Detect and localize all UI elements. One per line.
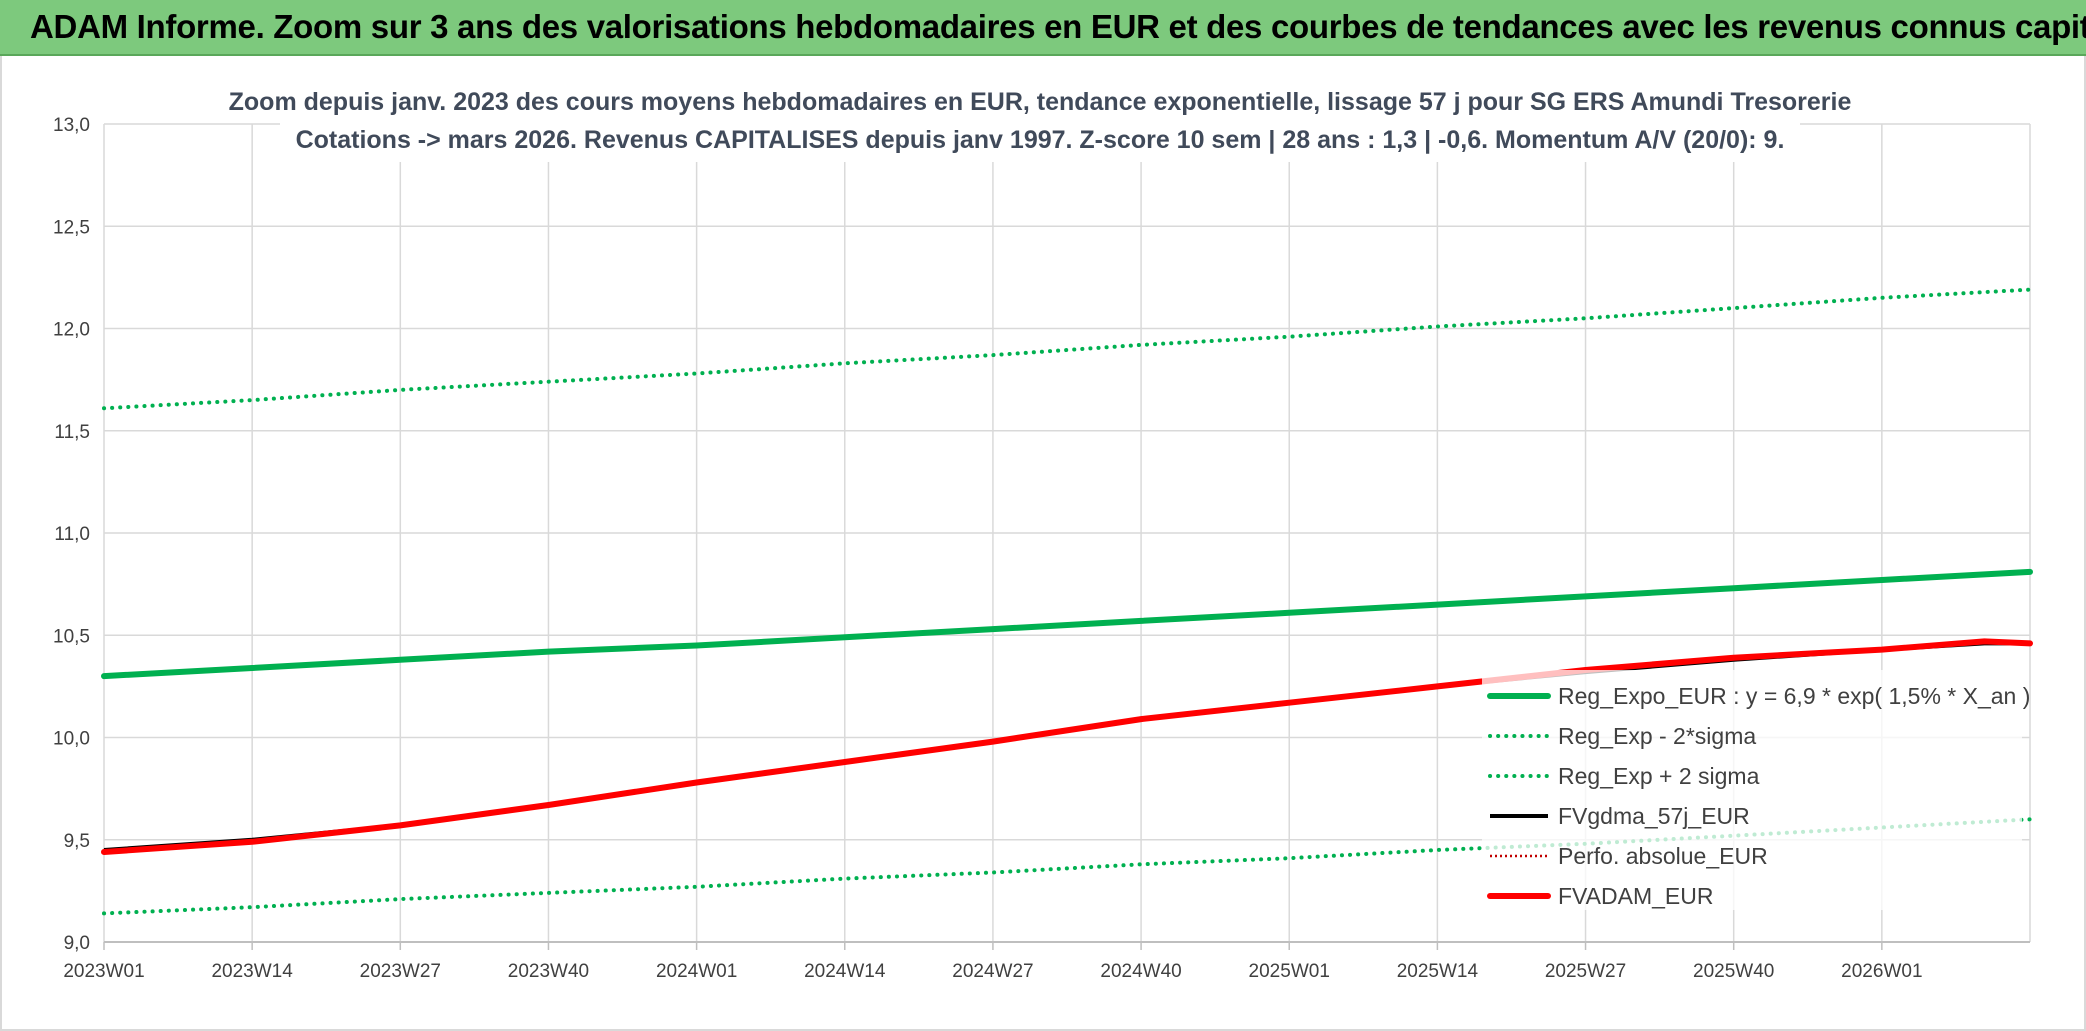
- chart-title-line-1: Zoom depuis janv. 2023 des cours moyens …: [229, 88, 1852, 116]
- series-layer: [101, 287, 2033, 916]
- y-tick-label: 11,0: [54, 524, 90, 545]
- x-tick-label: 2023W01: [63, 961, 144, 982]
- x-tick-label: 2025W14: [1397, 961, 1479, 982]
- legend-label: Reg_Expo_EUR : y = 6,9 * exp( 1,5% * X_a…: [1558, 683, 2030, 709]
- y-tick-label: 13,0: [53, 115, 90, 136]
- y-tick-label: 12,5: [53, 217, 90, 238]
- x-tick-label: 2024W01: [656, 961, 737, 982]
- y-tick-label: 11,5: [54, 422, 90, 443]
- x-axis-ticks: 2023W01 2023W14 2023W27 2023W40 2024W01 2024W…: [63, 961, 1922, 982]
- series-line-reg-exp-2-sigma: [102, 817, 2032, 916]
- x-tick-label: 2024W40: [1100, 961, 1181, 982]
- x-tick-label: 2026W01: [1841, 961, 1922, 982]
- legend: Reg_Expo_EUR : y = 6,9 * exp( 1,5% * X_a…: [1482, 670, 2030, 910]
- y-tick-label: 9,5: [64, 831, 90, 852]
- legend-label: FVADAM_EUR: [1558, 883, 1714, 909]
- chart-title-line-2: Cotations -> mars 2026. Revenus CAPITALI…: [296, 126, 1785, 154]
- y-axis-ticks: 9,0 9,5 10,0 10,5 11,0 11,5 12,0 12,5 13,0: [53, 115, 90, 954]
- y-tick-label: 10,0: [53, 729, 90, 750]
- series-line-fvadam-eur: [101, 638, 2033, 855]
- y-tick-label: 10,5: [53, 626, 90, 647]
- report-banner: ADAM Informe. Zoom sur 3 ans des valoris…: [0, 0, 2086, 56]
- x-tick-label: 2025W27: [1545, 961, 1626, 982]
- legend-label: Perfo. absolue_EUR: [1558, 843, 1768, 869]
- legend-label: Reg_Exp + 2 sigma: [1558, 763, 1760, 789]
- series-line-reg-expo-eur-y-6-9-exp-1-5-x-an: [101, 568, 2033, 680]
- x-tick-label: 2023W14: [211, 961, 293, 982]
- line-chart: 9,0 9,5 10,0 10,5 11,0 11,5 12,0 12,5 13,0 2023W…: [53, 78, 2033, 982]
- report-title: ADAM Informe. Zoom sur 3 ans des valoris…: [30, 8, 2086, 45]
- legend-label: FVgdma_57j_EUR: [1558, 803, 1750, 829]
- y-tick-label: 9,0: [64, 933, 90, 954]
- x-tick-label: 2024W27: [952, 961, 1033, 982]
- series-line-reg-exp-2-sigma: [102, 287, 2032, 411]
- x-tick-label: 2025W40: [1693, 961, 1774, 982]
- chart-titles: Zoom depuis janv. 2023 des cours moyens …: [229, 78, 1852, 162]
- x-tick-label: 2025W01: [1249, 961, 1330, 982]
- x-tick-label: 2024W14: [804, 961, 886, 982]
- y-tick-label: 12,0: [53, 320, 90, 341]
- legend-box: [1482, 670, 2022, 910]
- legend-label: Reg_Exp - 2*sigma: [1558, 723, 1756, 749]
- x-tick-label: 2023W27: [360, 961, 441, 982]
- x-tick-label: 2023W40: [508, 961, 589, 982]
